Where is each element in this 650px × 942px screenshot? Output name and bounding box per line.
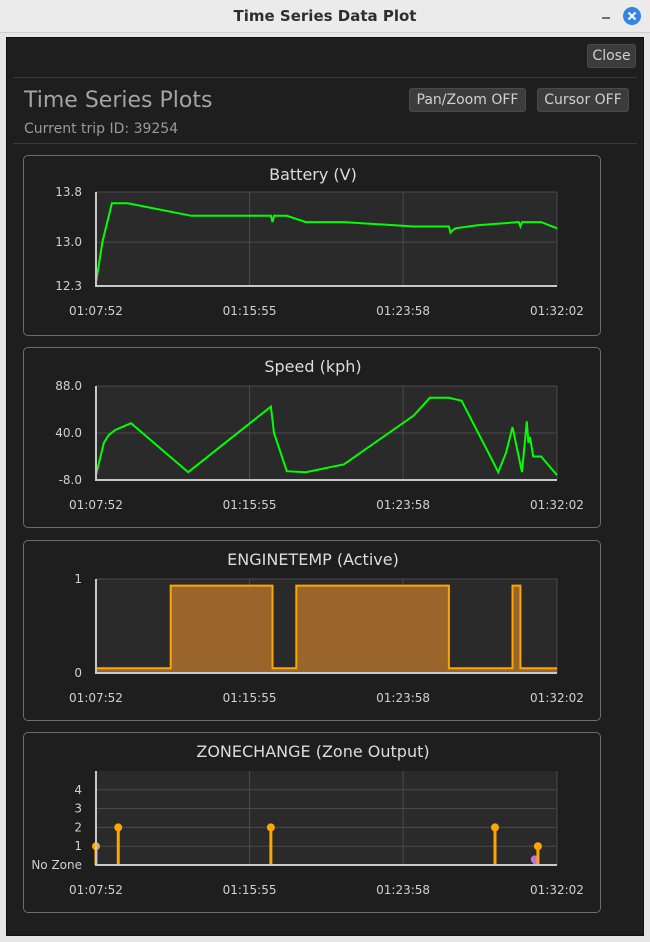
series-line xyxy=(95,202,558,284)
enginetemp-chart[interactable]: ENGINETEMP (Active) 1 0 01:07:52 01:15:55 01:… xyxy=(24,541,602,722)
zone-point xyxy=(114,823,123,832)
zonechange-chart[interactable]: ZONECHANGE (Zone Output) 4 3 2 1 No Zone 01:07… xyxy=(24,733,602,914)
y-tick-label: 2 xyxy=(74,820,82,834)
app-window: Close Time Series Plots Current trip ID:… xyxy=(6,37,644,936)
close-button[interactable]: Close xyxy=(587,44,636,68)
y-tick-label: 12.3 xyxy=(55,279,82,293)
minimize-icon xyxy=(602,17,610,19)
x-tick-label: 01:32:02 xyxy=(530,304,584,318)
x-tick-label: 01:07:52 xyxy=(69,304,123,318)
window-titlebar: Time Series Data Plot xyxy=(0,0,650,33)
x-tick-label: 01:15:55 xyxy=(223,498,277,512)
window-title: Time Series Data Plot xyxy=(233,7,417,25)
zone-point xyxy=(266,823,275,832)
series-line xyxy=(96,584,557,670)
cursor-toggle-button[interactable]: Cursor OFF xyxy=(537,88,629,112)
speed-chart[interactable]: Speed (kph) 88.0 40.0 -8.0 01:07:52 01:15:55 0… xyxy=(24,348,602,529)
y-tick-label: 1 xyxy=(74,572,82,586)
y-tick-label: 3 xyxy=(74,802,82,816)
area-fill xyxy=(96,585,557,673)
speed-chart-panel: Speed (kph) 88.0 40.0 -8.0 01:07:52 01:15:55 0… xyxy=(23,347,601,528)
y-tick-label: 13.8 xyxy=(55,185,82,199)
window-close-button[interactable] xyxy=(623,7,641,25)
y-tick-label: 0 xyxy=(74,666,82,680)
x-tick-label: 01:23:58 xyxy=(376,883,430,897)
chart-title: Battery (V) xyxy=(269,165,357,184)
series-line xyxy=(95,396,558,476)
zonechange-chart-panel: ZONECHANGE (Zone Output) 4 3 2 1 No Zone 01:07… xyxy=(23,732,601,913)
x-tick-label: 01:32:02 xyxy=(530,498,584,512)
x-tick-label: 01:23:58 xyxy=(376,498,430,512)
x-tick-label: 01:15:55 xyxy=(223,883,277,897)
x-tick-label: 01:07:52 xyxy=(69,691,123,705)
chart-title: ENGINETEMP (Active) xyxy=(227,550,399,569)
page-title: Time Series Plots xyxy=(24,88,213,113)
chart-title: Speed (kph) xyxy=(264,357,361,376)
y-tick-label: No Zone xyxy=(31,858,82,872)
y-tick-label: 13.0 xyxy=(55,235,82,249)
x-tick-label: 01:07:52 xyxy=(69,883,123,897)
y-tick-label: 40.0 xyxy=(55,426,82,440)
plot-area xyxy=(96,192,557,286)
minimize-button[interactable] xyxy=(598,4,614,24)
x-tick-label: 01:15:55 xyxy=(223,691,277,705)
zone-point xyxy=(533,842,542,851)
battery-chart-panel: Battery (V) 13.8 13.0 12.3 01:07:52 01:15:55 0… xyxy=(23,155,601,336)
close-icon xyxy=(627,11,637,21)
y-tick-label: 1 xyxy=(74,839,82,853)
enginetemp-chart-panel: ENGINETEMP (Active) 1 0 01:07:52 01:15:55 01:… xyxy=(23,540,601,721)
x-tick-label: 01:23:58 xyxy=(376,691,430,705)
y-tick-label: 4 xyxy=(74,783,82,797)
trip-id-label: Current trip ID: 39254 xyxy=(24,121,179,137)
x-tick-label: 01:32:02 xyxy=(530,883,584,897)
chart-title: ZONECHANGE (Zone Output) xyxy=(196,742,429,761)
divider xyxy=(13,143,637,144)
battery-chart[interactable]: Battery (V) 13.8 13.0 12.3 01:07:52 01:15:55 0… xyxy=(24,156,602,337)
x-tick-label: 01:23:58 xyxy=(376,304,430,318)
x-tick-label: 01:07:52 xyxy=(69,498,123,512)
x-tick-label: 01:32:02 xyxy=(530,691,584,705)
pan-zoom-toggle-button[interactable]: Pan/Zoom OFF xyxy=(409,88,526,112)
y-tick-label: -8.0 xyxy=(59,473,82,487)
plot-area xyxy=(96,771,557,865)
x-tick-label: 01:15:55 xyxy=(223,304,277,318)
zone-point xyxy=(491,823,500,832)
y-tick-label: 88.0 xyxy=(55,379,82,393)
divider xyxy=(13,77,637,78)
